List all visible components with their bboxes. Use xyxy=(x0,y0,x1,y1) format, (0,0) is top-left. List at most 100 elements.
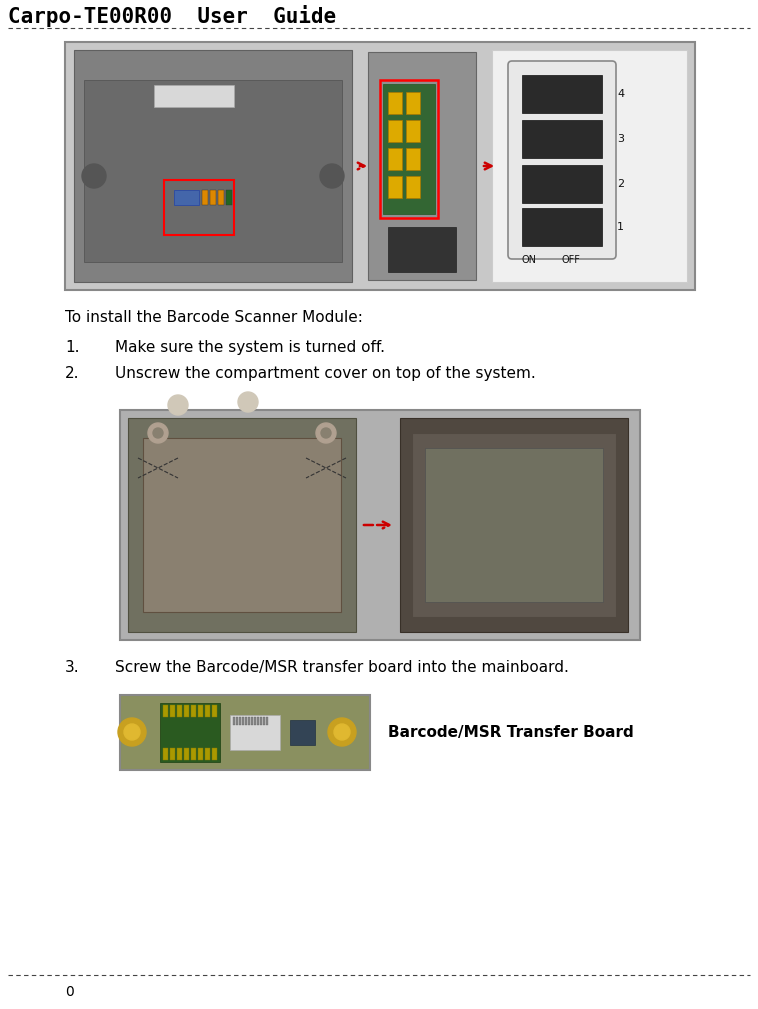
Bar xyxy=(368,52,476,281)
Text: 2.: 2. xyxy=(65,366,80,381)
Bar xyxy=(266,717,268,725)
Bar xyxy=(143,438,341,612)
Bar xyxy=(263,717,265,725)
Bar xyxy=(380,80,438,218)
Bar xyxy=(191,705,196,717)
Circle shape xyxy=(238,393,258,412)
Bar xyxy=(184,748,189,760)
Bar xyxy=(406,176,420,198)
Bar xyxy=(406,176,420,198)
Bar xyxy=(120,695,370,770)
Bar xyxy=(202,190,208,205)
Bar xyxy=(74,50,352,282)
Text: Make sure the system is turned off.: Make sure the system is turned off. xyxy=(115,340,385,355)
Text: 0: 0 xyxy=(65,985,74,999)
Text: 3: 3 xyxy=(617,134,624,144)
Bar xyxy=(388,176,402,198)
Bar xyxy=(233,717,235,725)
Bar xyxy=(84,80,342,262)
Bar xyxy=(177,748,182,760)
Circle shape xyxy=(118,718,146,746)
Text: OFF: OFF xyxy=(562,255,581,265)
Bar xyxy=(205,748,210,760)
Bar xyxy=(383,84,435,214)
Bar xyxy=(406,92,420,114)
Text: 2: 2 xyxy=(617,179,624,189)
Bar xyxy=(198,748,203,760)
Bar xyxy=(177,705,182,717)
Text: Screw the Barcode/MSR transfer board into the mainboard.: Screw the Barcode/MSR transfer board int… xyxy=(115,660,568,675)
Bar xyxy=(184,705,189,717)
Bar xyxy=(163,748,168,760)
Bar xyxy=(212,705,217,717)
Circle shape xyxy=(316,423,336,443)
Bar xyxy=(160,703,220,762)
Bar xyxy=(254,717,256,725)
FancyBboxPatch shape xyxy=(508,61,616,259)
Bar xyxy=(412,433,616,616)
Bar xyxy=(251,717,253,725)
Bar xyxy=(212,748,217,760)
Circle shape xyxy=(148,423,168,443)
Bar xyxy=(174,190,199,205)
Bar xyxy=(290,720,315,745)
Bar xyxy=(388,176,402,198)
Text: 4: 4 xyxy=(617,89,624,99)
Bar xyxy=(248,717,250,725)
Bar xyxy=(388,92,402,114)
Bar xyxy=(242,717,244,725)
Bar xyxy=(210,190,216,205)
Bar xyxy=(388,148,402,170)
Circle shape xyxy=(334,724,350,740)
Bar xyxy=(191,748,196,760)
Circle shape xyxy=(82,164,106,188)
Bar xyxy=(218,190,224,205)
Circle shape xyxy=(124,724,140,740)
Bar xyxy=(406,92,420,114)
Bar xyxy=(406,120,420,142)
Bar xyxy=(522,75,602,113)
Bar xyxy=(65,42,695,290)
Bar xyxy=(406,120,420,142)
Bar xyxy=(257,717,259,725)
Text: Barcode/MSR Transfer Board: Barcode/MSR Transfer Board xyxy=(388,724,634,740)
Bar xyxy=(400,418,628,632)
Bar xyxy=(128,418,356,632)
Bar xyxy=(492,50,687,282)
Bar xyxy=(406,148,420,170)
Text: To install the Barcode Scanner Module:: To install the Barcode Scanner Module: xyxy=(65,310,363,325)
Bar xyxy=(406,148,420,170)
Bar xyxy=(170,705,175,717)
Text: 1.: 1. xyxy=(65,340,80,355)
Bar xyxy=(120,410,640,640)
Bar xyxy=(388,92,402,114)
Bar xyxy=(522,208,602,246)
Bar xyxy=(260,717,262,725)
Circle shape xyxy=(321,428,331,438)
Bar xyxy=(522,120,602,158)
Bar xyxy=(388,148,402,170)
Bar xyxy=(170,748,175,760)
Bar xyxy=(239,717,241,725)
Bar xyxy=(154,85,234,107)
Circle shape xyxy=(168,395,188,415)
Text: 1: 1 xyxy=(617,222,624,232)
Bar xyxy=(236,717,238,725)
Bar xyxy=(163,705,168,717)
Bar xyxy=(388,120,402,142)
Text: ON: ON xyxy=(522,255,537,265)
Text: Unscrew the compartment cover on top of the system.: Unscrew the compartment cover on top of … xyxy=(115,366,536,381)
Bar xyxy=(230,715,280,750)
Bar xyxy=(388,227,456,272)
Bar xyxy=(205,705,210,717)
Bar xyxy=(164,180,234,235)
Bar xyxy=(425,448,603,602)
Circle shape xyxy=(153,428,163,438)
Bar xyxy=(388,120,402,142)
Bar xyxy=(198,705,203,717)
Bar xyxy=(226,190,232,205)
Circle shape xyxy=(328,718,356,746)
Circle shape xyxy=(320,164,344,188)
Text: 3.: 3. xyxy=(65,660,80,675)
Bar xyxy=(245,717,247,725)
